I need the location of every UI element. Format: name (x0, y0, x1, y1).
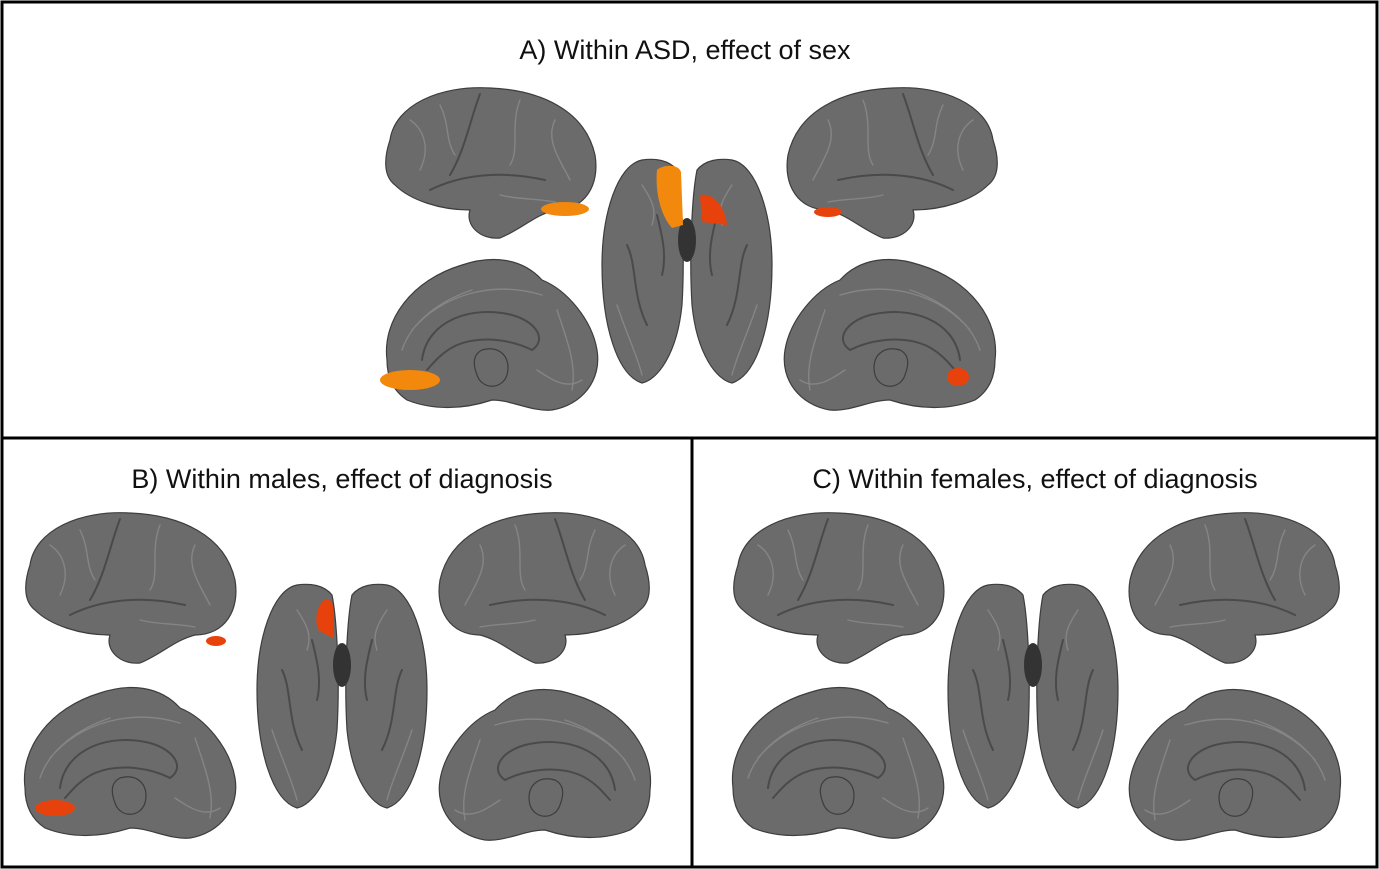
panel-title: C) Within females, effect of diagnosis (812, 464, 1257, 494)
brain-panel (732, 513, 1340, 841)
brain-panel (380, 88, 997, 411)
brain-panel (24, 513, 650, 841)
panel-title: A) Within ASD, effect of sex (519, 35, 851, 65)
panel-title: B) Within males, effect of diagnosis (131, 464, 552, 494)
figure: A) Within ASD, effect of sex B) Within m… (0, 0, 1379, 869)
